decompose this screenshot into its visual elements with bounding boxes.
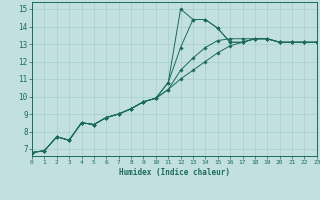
X-axis label: Humidex (Indice chaleur): Humidex (Indice chaleur)	[119, 168, 230, 177]
